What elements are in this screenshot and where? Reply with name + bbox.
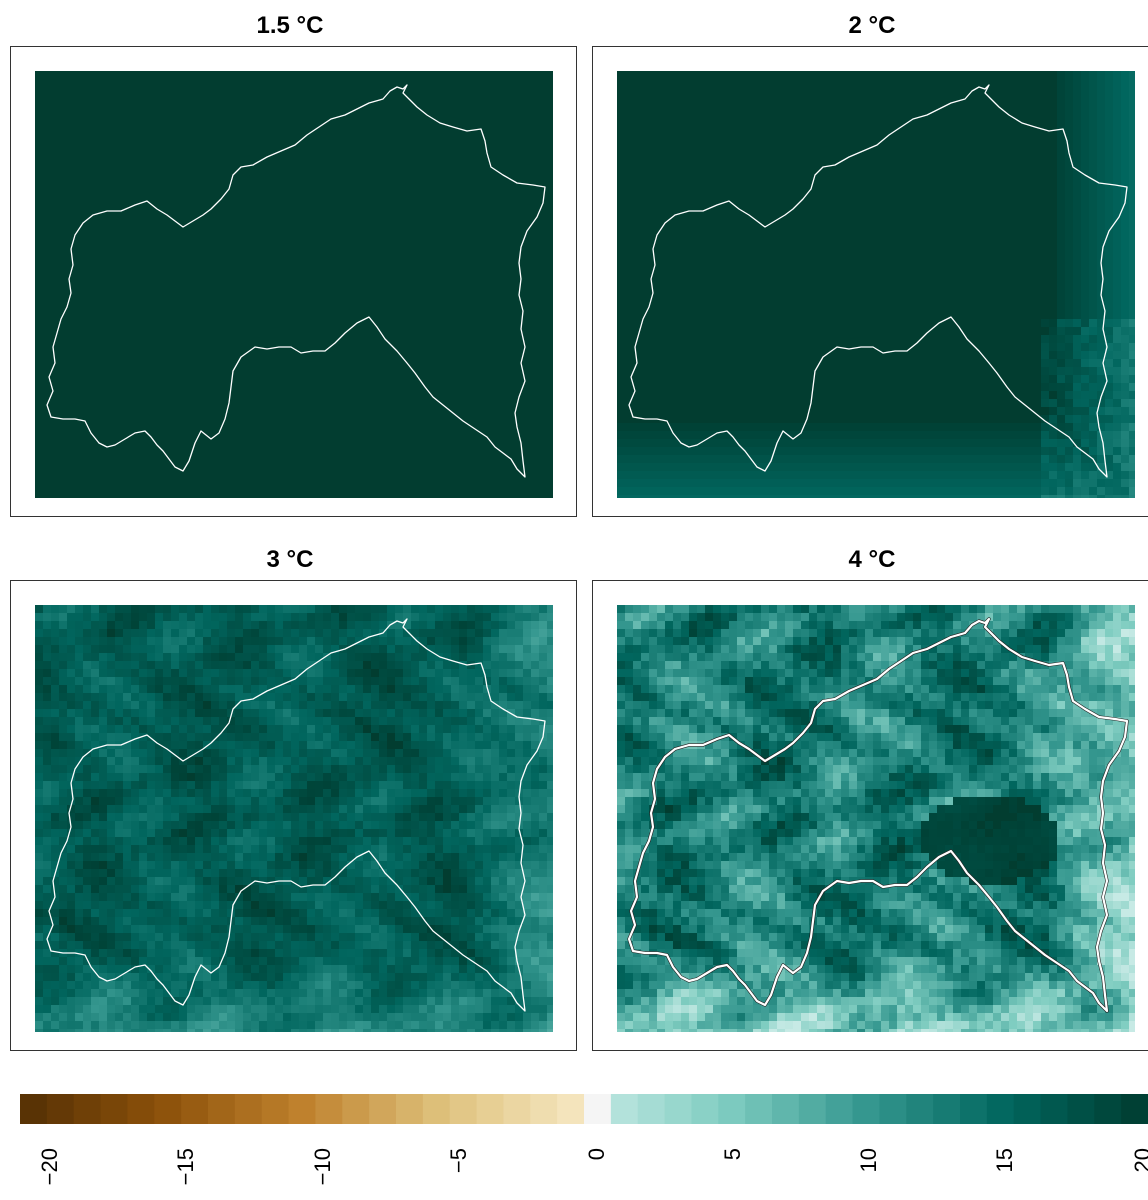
- map-panel-2: [592, 46, 1148, 517]
- color-scale-swatch: [1067, 1094, 1094, 1124]
- tick-text: 0: [584, 1148, 610, 1200]
- color-scale-swatch: [987, 1094, 1014, 1124]
- color-scale-swatch: [906, 1094, 933, 1124]
- panel-title-1: 1.5 °C: [10, 12, 570, 40]
- color-scale-swatch: [47, 1094, 74, 1124]
- color-scale-swatch: [315, 1094, 342, 1124]
- panel-title-3: 3 °C: [10, 546, 570, 574]
- tick-text: 5: [720, 1148, 746, 1200]
- color-scale-swatch: [691, 1094, 718, 1124]
- color-scale-swatch: [584, 1094, 611, 1124]
- color-scale-swatch: [181, 1094, 208, 1124]
- tick-text: −5: [446, 1148, 472, 1200]
- color-scale-swatch: [638, 1094, 665, 1124]
- raster-cells: [617, 605, 1135, 1032]
- color-scale-swatch: [154, 1094, 181, 1124]
- tick-text: −10: [310, 1148, 336, 1200]
- color-scale-swatch: [20, 1094, 47, 1124]
- color-scale-swatch: [503, 1094, 530, 1124]
- color-scale-swatch: [289, 1094, 316, 1124]
- color-scale-swatch: [799, 1094, 826, 1124]
- panel-title-4: 4 °C: [592, 546, 1148, 574]
- color-scale-swatch: [127, 1094, 154, 1124]
- tick-text: 20: [1130, 1148, 1148, 1200]
- color-scale-swatch: [611, 1094, 638, 1124]
- map-raster-2: [617, 71, 1135, 498]
- map-raster-3: [35, 605, 553, 1032]
- map-panel-4: [592, 580, 1148, 1051]
- color-scale-bar: [20, 1094, 1148, 1124]
- color-scale-swatch: [826, 1094, 853, 1124]
- map-background: [35, 71, 553, 498]
- color-scale-swatch: [450, 1094, 477, 1124]
- tick-text: −20: [37, 1148, 63, 1200]
- tick-text: 15: [992, 1148, 1018, 1200]
- color-scale-swatch: [396, 1094, 423, 1124]
- color-scale-swatch: [665, 1094, 692, 1124]
- color-scale-swatch: [879, 1094, 906, 1124]
- color-scale-swatch: [423, 1094, 450, 1124]
- color-scale-swatch: [745, 1094, 772, 1124]
- color-scale-swatch: [853, 1094, 880, 1124]
- color-scale-swatch: [342, 1094, 369, 1124]
- color-scale-swatch: [1121, 1094, 1148, 1124]
- map-raster-4: [617, 605, 1135, 1032]
- map-raster-1: [35, 71, 553, 498]
- tick-text: −15: [173, 1148, 199, 1200]
- color-scale-swatch: [74, 1094, 101, 1124]
- panel-title-2: 2 °C: [592, 12, 1148, 40]
- color-scale-swatch: [477, 1094, 504, 1124]
- tick-text: 10: [856, 1148, 882, 1200]
- color-scale-swatch: [933, 1094, 960, 1124]
- color-scale-swatch: [369, 1094, 396, 1124]
- color-scale-swatch: [235, 1094, 262, 1124]
- color-scale-swatch: [208, 1094, 235, 1124]
- color-scale-swatch: [1094, 1094, 1121, 1124]
- color-scale-swatch: [262, 1094, 289, 1124]
- map-panel-1: [10, 46, 577, 517]
- color-scale-swatch: [530, 1094, 557, 1124]
- color-scale-swatch: [960, 1094, 987, 1124]
- map-panel-3: [10, 580, 577, 1051]
- color-scale-swatch: [1041, 1094, 1068, 1124]
- color-scale-swatch: [557, 1094, 584, 1124]
- color-scale-swatch: [718, 1094, 745, 1124]
- color-scale-swatch: [1014, 1094, 1041, 1124]
- raster-cells: [35, 605, 553, 1032]
- color-scale-swatch: [101, 1094, 128, 1124]
- color-scale-swatch: [772, 1094, 799, 1124]
